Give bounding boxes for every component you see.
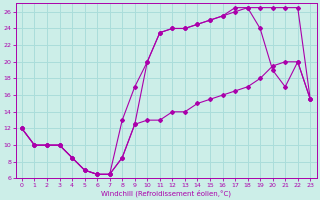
X-axis label: Windchill (Refroidissement éolien,°C): Windchill (Refroidissement éolien,°C) [101,189,231,197]
